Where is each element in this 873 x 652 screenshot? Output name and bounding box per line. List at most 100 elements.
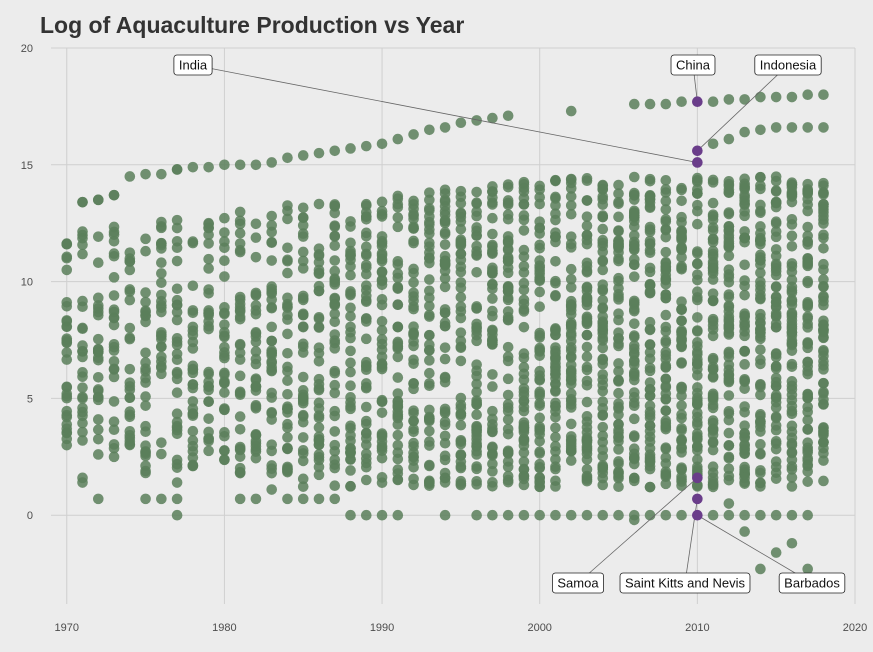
annotation-text: Samoa: [557, 576, 599, 591]
data-point: [345, 465, 356, 476]
data-point: [739, 94, 750, 105]
data-point: [739, 359, 750, 370]
data-point: [250, 331, 262, 342]
data-point: [534, 373, 546, 385]
data-point: [502, 282, 514, 294]
data-point: [613, 432, 624, 444]
data-point: [534, 239, 546, 251]
data-point: [487, 324, 498, 336]
leader-line: [192, 64, 698, 163]
data-point: [613, 472, 624, 484]
data-point: [770, 509, 782, 521]
data-point: [471, 463, 482, 475]
data-point: [471, 509, 482, 521]
data-point: [770, 402, 782, 413]
data-point: [487, 228, 498, 240]
data-point: [676, 315, 687, 327]
data-point: [502, 110, 514, 122]
data-point: [755, 232, 766, 244]
data-point: [266, 335, 278, 347]
data-point: [755, 180, 766, 191]
data-point: [581, 464, 593, 475]
data-point: [692, 248, 703, 259]
data-point: [329, 462, 341, 474]
data-point: [266, 406, 278, 418]
data-point: [518, 422, 530, 434]
data-point: [739, 232, 750, 244]
data-point: [250, 353, 262, 365]
data-point: [613, 340, 624, 352]
data-point: [171, 408, 183, 419]
data-point: [518, 473, 530, 485]
data-point: [818, 377, 829, 389]
data-point: [723, 390, 735, 401]
data-point: [439, 372, 451, 384]
data-point: [156, 341, 167, 353]
data-point: [739, 311, 750, 322]
data-point: [250, 305, 262, 316]
data-point: [92, 371, 104, 383]
data-point: [692, 258, 703, 269]
data-point: [171, 477, 183, 488]
data-point: [108, 272, 120, 283]
data-point: [282, 309, 293, 321]
data-point: [108, 424, 120, 435]
data-point: [802, 296, 814, 308]
data-point: [171, 235, 183, 247]
data-point: [439, 227, 451, 238]
data-point: [329, 308, 341, 320]
data-point: [802, 447, 814, 458]
data-point: [770, 547, 782, 558]
data-point: [676, 509, 687, 521]
data-point: [282, 200, 293, 211]
data-point: [660, 195, 672, 207]
data-point: [360, 284, 372, 296]
data-point: [739, 439, 750, 450]
data-point: [329, 367, 341, 379]
data-point: [707, 436, 719, 448]
data-point: [581, 416, 593, 428]
data-point: [187, 460, 199, 472]
x-tick-label: 1990: [370, 622, 394, 634]
data-point: [156, 257, 167, 269]
data-point: [644, 193, 656, 205]
data-point: [282, 432, 293, 443]
data-point: [676, 96, 687, 108]
data-point: [755, 207, 766, 219]
data-point: [424, 355, 435, 366]
data-point: [802, 322, 814, 333]
data-point: [408, 328, 419, 340]
data-point: [565, 342, 577, 353]
y-tick-label: 0: [27, 510, 33, 522]
data-point: [171, 348, 183, 360]
data-point: [502, 509, 514, 521]
data-point: [692, 432, 703, 444]
data-point: [234, 311, 246, 323]
data-point: [692, 174, 703, 186]
data-point: [92, 231, 104, 242]
data-point: [140, 391, 151, 402]
data-point: [439, 122, 451, 133]
annotation-label: India: [173, 54, 213, 76]
data-point: [297, 246, 309, 258]
data-point: [487, 199, 498, 210]
data-point: [644, 353, 656, 365]
x-tick-label: 2020: [843, 622, 867, 634]
data-point: [518, 435, 530, 447]
data-point: [692, 218, 703, 230]
data-point: [770, 185, 782, 196]
data-point: [187, 408, 199, 420]
data-point: [471, 395, 482, 406]
annotation-box: [754, 54, 822, 76]
data-point: [597, 369, 609, 380]
data-point: [786, 241, 798, 252]
data-point: [739, 427, 750, 439]
data-point: [313, 412, 325, 424]
data-point: [818, 455, 829, 466]
data-point: [266, 294, 278, 305]
data-point: [219, 387, 230, 398]
data-point: [140, 245, 151, 257]
data-point: [487, 405, 498, 417]
annotation-text: China: [676, 58, 711, 73]
data-point: [234, 339, 246, 351]
